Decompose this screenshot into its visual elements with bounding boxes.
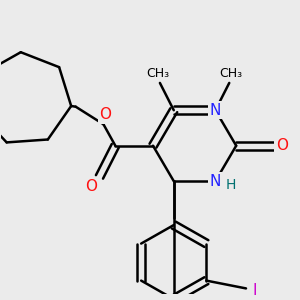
- Text: O: O: [276, 138, 288, 153]
- Text: N: N: [210, 103, 221, 118]
- Text: CH₃: CH₃: [146, 67, 170, 80]
- Text: O: O: [99, 107, 111, 122]
- Text: O: O: [85, 179, 98, 194]
- Text: CH₃: CH₃: [220, 67, 243, 80]
- Text: H: H: [226, 178, 236, 192]
- Text: I: I: [253, 283, 257, 298]
- Text: N: N: [210, 174, 221, 189]
